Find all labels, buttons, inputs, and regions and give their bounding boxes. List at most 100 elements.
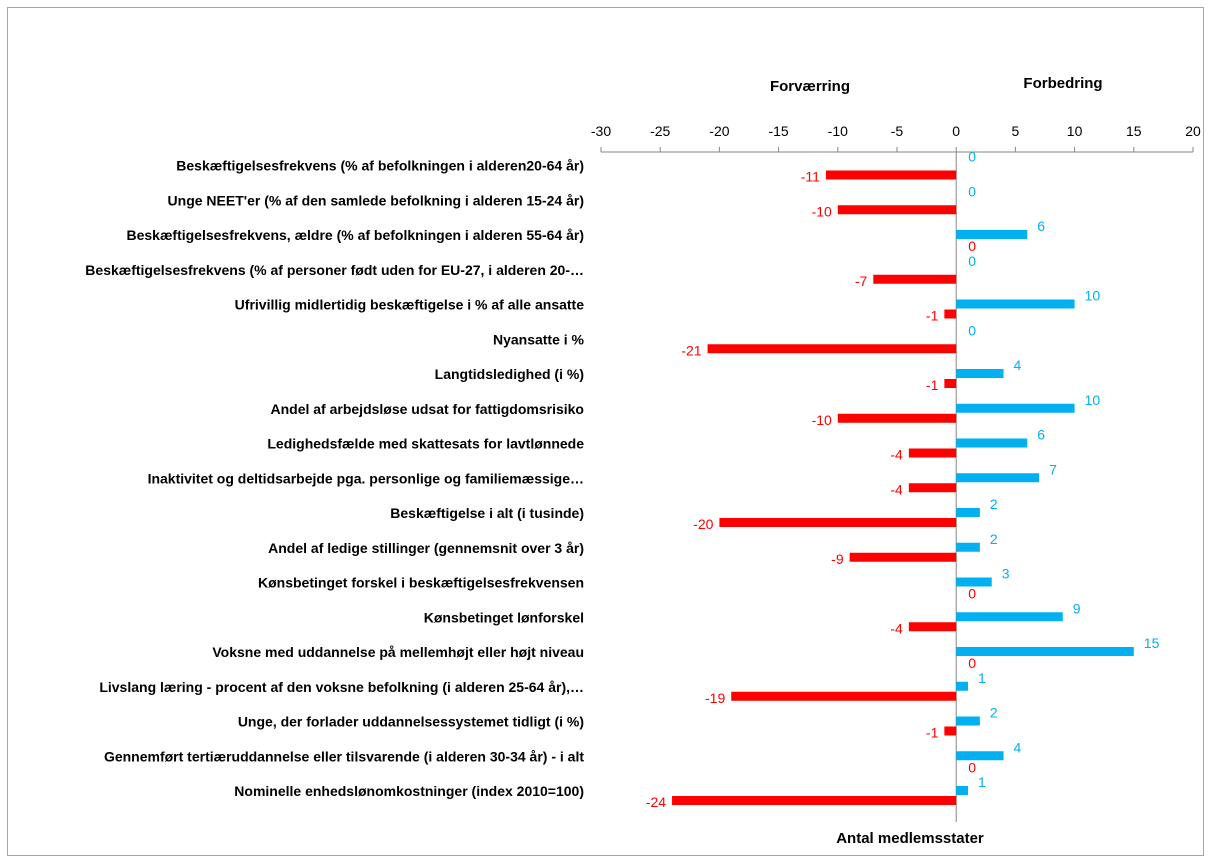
category-label: Nominelle enhedslønomkostninger (index 2… [234,783,584,799]
improvement-bar [956,751,1004,761]
improvement-value-label: 2 [990,496,998,512]
worsening-value-label: -10 [812,203,832,219]
worsening-bar [944,726,957,736]
worsening-value-label: -11 [801,169,820,185]
improvement-value-label: 10 [1085,288,1101,304]
worsening-value-label: -4 [890,481,903,497]
improvement-value-label: 1 [978,774,986,790]
improvement-value-label: 7 [1049,461,1057,477]
improvement-bar [956,647,1134,656]
improvement-bar [956,716,980,726]
improvement-bar [956,577,992,587]
x-tick-label: -15 [768,123,788,139]
x-tick-label: -5 [891,123,904,139]
category-label: Livslang læring - procent af den voksne … [99,679,584,695]
improvement-value-label: 6 [1037,218,1045,234]
worsening-value-label: -4 [890,447,903,463]
improvement-bar [956,786,969,795]
improvement-bar [956,542,980,552]
x-tick-label: -30 [591,123,611,139]
improvement-value-label: 4 [1014,357,1022,373]
improvement-value-label: 2 [990,531,998,547]
improvement-value-label: 6 [1037,427,1045,443]
worsening-bar [908,622,957,632]
category-label: Kønsbetinget lønforskel [424,609,584,625]
worsening-bar [908,483,957,493]
worsening-bar [825,170,957,180]
worsening-value-label: 0 [968,655,976,671]
worsening-bar [944,309,957,319]
improvement-value-label: 1 [978,670,986,686]
improvement-bar [956,438,1028,448]
chart-frame [7,7,1204,856]
improvement-value-label: 10 [1085,392,1101,408]
worsening-bar [873,274,957,284]
x-tick-label: 10 [1067,123,1083,139]
worsening-bar [707,344,957,354]
category-label: Beskæftigelsesfrekvens (% af befolkninge… [176,158,584,174]
improvement-bar [956,681,969,691]
worsening-value-label: -1 [926,725,939,741]
worsening-bar [837,205,957,215]
improvement-value-label: 3 [1002,566,1010,582]
category-label: Gennemført tertiæruddannelse eller tilsv… [104,748,584,764]
improvement-bar [956,230,1028,239]
worsening-value-label: -24 [646,794,666,810]
improvement-bar [956,473,1040,483]
category-label: Beskæftigelsesfrekvens (% af personer fø… [85,262,584,278]
category-label: Andel af ledige stillinger (gennemsnit o… [268,540,584,556]
x-tick-label: 5 [1012,123,1020,139]
worsening-bar [849,552,957,562]
worsening-bar [944,379,957,388]
category-label: Beskæftigelsesfrekvens, ældre (% af befo… [126,227,584,243]
improvement-value-label: 0 [968,183,976,199]
worsening-bar [719,518,957,527]
category-label: Andel af arbejdsløse udsat for fattigdom… [270,401,584,417]
category-label: Beskæftigelse i alt (i tusinde) [390,505,584,521]
worsening-value-label: -21 [681,342,701,358]
improvement-bar [956,299,1075,309]
category-label: Voksne med uddannelse på mellemhøjt elle… [212,644,584,660]
x-tick-label: -20 [709,123,729,139]
worsening-value-label: 0 [968,238,976,254]
category-label: Kønsbetinget forskel i beskæftigelsesfre… [258,575,584,591]
x-tick-label: 0 [952,123,960,139]
improvement-bar [956,508,980,517]
improvement-value-label: 0 [968,253,976,269]
x-tick-label: -25 [650,123,670,139]
worsening-bar [837,413,957,423]
x-tick-label: -10 [828,123,848,139]
header-worsening: Forværring [770,78,850,95]
category-label: Langtidsledighed (i %) [435,366,584,382]
worsening-value-label: 0 [968,586,976,602]
improvement-value-label: 4 [1014,739,1022,755]
improvement-value-label: 0 [968,322,976,338]
worsening-value-label: -7 [855,273,868,289]
worsening-value-label: -20 [693,516,713,532]
worsening-value-label: -9 [831,551,844,567]
category-label: Nyansatte i % [493,331,585,347]
category-label: Unge NEET'er (% af den samlede befolknin… [168,192,584,208]
x-axis-title: Antal medlemsstater [836,830,984,847]
worsening-value-label: -1 [926,308,939,324]
improvement-value-label: 9 [1073,600,1081,616]
worsening-bar [908,448,957,458]
category-label: Ledighedsfælde med skattesats for lavtlø… [267,436,584,452]
worsening-value-label: -10 [812,412,832,428]
improvement-bar [956,403,1075,413]
worsening-value-label: 0 [968,759,976,775]
worsening-bar [731,691,957,701]
category-label: Unge, der forlader uddannelsessystemet t… [238,714,584,730]
worsening-value-label: -4 [890,620,903,636]
worsening-value-label: -1 [926,377,939,393]
improvement-value-label: 2 [990,705,998,721]
header-improvement: Forbedring [1023,75,1102,92]
improvement-bar [956,369,1004,378]
x-tick-label: 15 [1126,123,1142,139]
improvement-bar [956,612,1063,622]
category-label: Inaktivitet og deltidsarbejde pga. perso… [148,470,584,486]
improvement-value-label: 0 [968,149,976,165]
worsening-value-label: -19 [705,690,725,706]
worsening-bar [672,796,957,805]
